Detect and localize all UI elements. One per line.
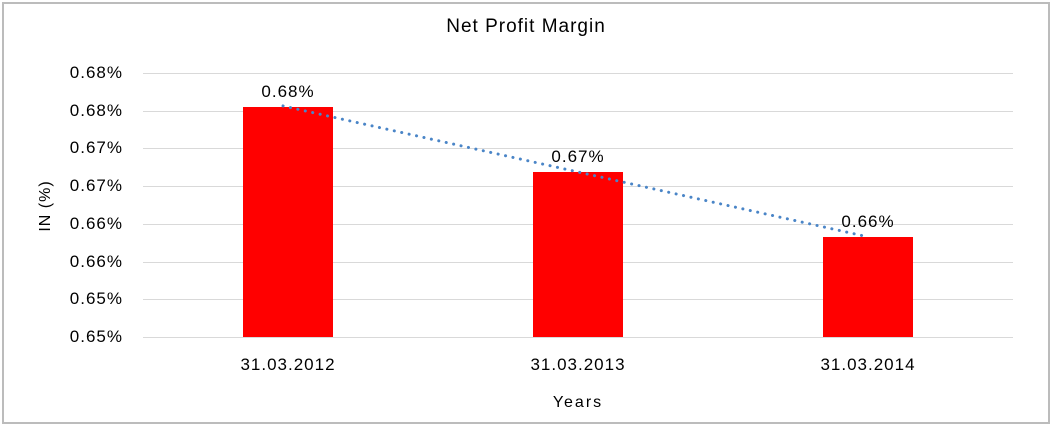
x-axis-title: Years [552, 394, 604, 411]
x-tick-label: 31.03.2012 [240, 355, 336, 374]
x-tick-label: 31.03.2014 [820, 355, 916, 374]
bar-data-label: 0.68% [261, 81, 315, 101]
bar-data-label: 0.67% [551, 146, 605, 166]
y-tick-label: 0.66% [69, 251, 123, 271]
x-tick-label: 31.03.2013 [530, 355, 626, 374]
chart-title: Net Profit Margin [446, 16, 606, 37]
gridline [143, 337, 1013, 338]
bar-data-label: 0.66% [841, 212, 895, 232]
y-tick-label: 0.68% [69, 63, 123, 82]
bar-31.03.2014 [823, 237, 913, 337]
bar-31.03.2012 [243, 106, 333, 337]
y-tick-label: 0.65% [69, 289, 123, 309]
y-tick-label: 0.68% [69, 100, 123, 120]
y-tick-label: 0.67% [69, 138, 123, 158]
y-tick-label: 0.65% [69, 327, 123, 346]
y-tick-label: 0.66% [69, 213, 123, 233]
bar-31.03.2013 [533, 171, 623, 337]
y-tick-label: 0.67% [69, 176, 123, 196]
gridline [143, 73, 1013, 74]
